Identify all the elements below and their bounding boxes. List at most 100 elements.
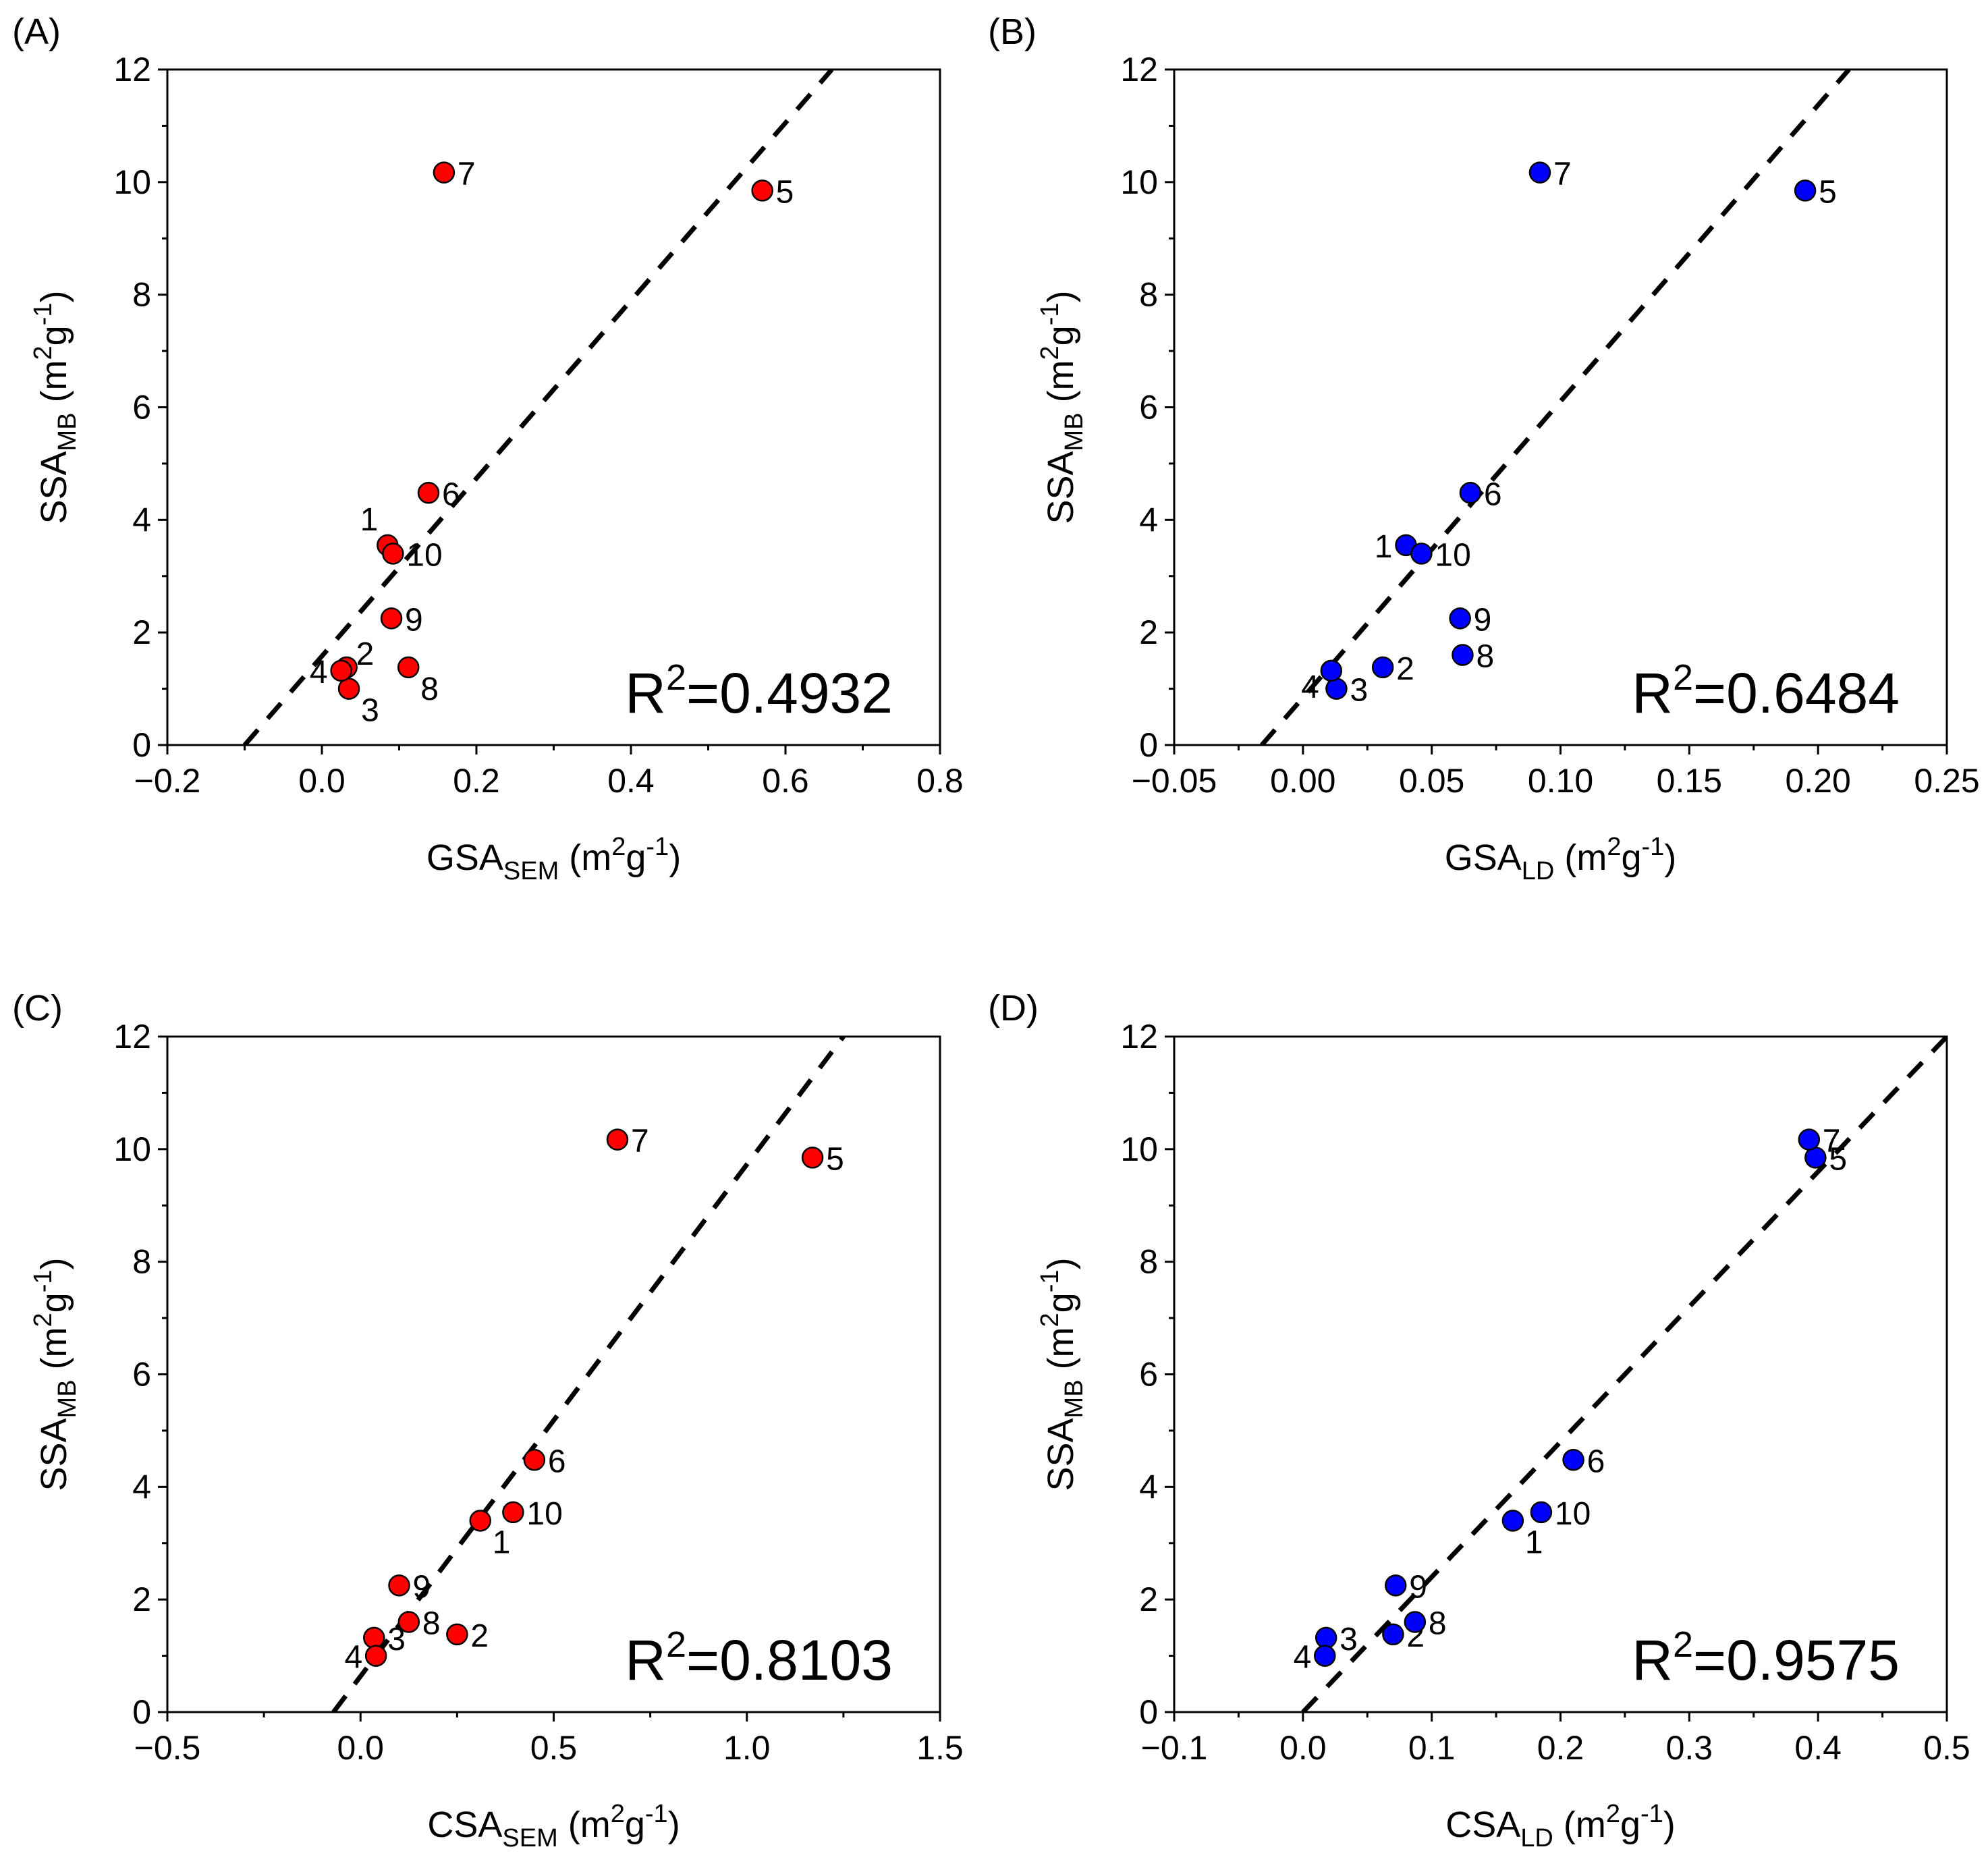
x-title-units: (m: [558, 1805, 611, 1845]
panel-b: (B) −0.05 0.00 0.05 0.10 0.15 0.20 0.25 0 2 4 6 8 10 1…: [988, 11, 1980, 885]
r2-value: =0.9575: [1693, 1628, 1900, 1692]
point-label: 2: [356, 636, 375, 672]
data-point: [1794, 180, 1817, 202]
y-title-sup: 2: [29, 1313, 57, 1327]
x-title-units: (m: [1553, 1805, 1606, 1845]
y-title-sup: 2: [29, 346, 57, 360]
data-point: [1452, 644, 1474, 666]
x-title-main: GSA: [1445, 837, 1522, 878]
r2-main: R: [625, 1628, 666, 1692]
data-point: [1449, 607, 1471, 630]
x-tick-label: 1.5: [916, 1729, 964, 1767]
x-title-close: ): [1664, 837, 1676, 878]
point-label: 5: [1829, 1141, 1847, 1177]
data-point: [1798, 1128, 1821, 1151]
y-title-main: SSA: [34, 451, 74, 524]
y-tick-label: 4: [1139, 501, 1158, 539]
y-tick-label: 10: [1120, 1130, 1158, 1168]
y-axis-title: SSAMB (m2g-1): [1036, 1258, 1088, 1491]
panel-label: (D): [988, 988, 1039, 1028]
x-tick-label: 0.5: [530, 1729, 578, 1767]
data-point: [1459, 482, 1482, 504]
r2-sup: 2: [666, 1624, 686, 1665]
point-label: 1: [1525, 1524, 1543, 1560]
data-point: [1530, 1501, 1553, 1524]
x-title-g: g: [1620, 1805, 1640, 1845]
x-tick-label: 0.8: [916, 762, 964, 800]
y-title-sub: MB: [1060, 1379, 1088, 1418]
y-title-sub: MB: [1060, 412, 1088, 451]
point-label: 10: [406, 537, 442, 573]
y-tick-label: 6: [132, 389, 151, 427]
point-label: 2: [470, 1618, 489, 1654]
point-label: 7: [631, 1124, 649, 1159]
x-title-sub: LD: [1520, 1824, 1553, 1852]
data-point: [397, 1611, 420, 1633]
point-label: 6: [1587, 1443, 1605, 1479]
data-point: [751, 180, 773, 202]
data-point: [380, 607, 403, 630]
r2-value: =0.4932: [686, 661, 893, 725]
x-tick-label: 0.0: [298, 762, 346, 800]
data-point: [337, 678, 360, 700]
x-title-sup: 2: [611, 1800, 625, 1828]
plot-frame: [1173, 1035, 1948, 1713]
y-tick-label: 2: [1139, 1580, 1158, 1618]
plot-frame: [166, 68, 941, 746]
point-label: 6: [442, 476, 460, 512]
data-point: [1562, 1449, 1584, 1471]
y-tick-label: 10: [1120, 163, 1158, 201]
point-label: 7: [458, 157, 476, 192]
y-tick-label: 8: [132, 1243, 151, 1281]
point-label: 9: [1474, 602, 1492, 638]
x-title-sup: -1: [1640, 1800, 1663, 1828]
y-title-main: SSA: [1041, 451, 1081, 524]
y-tick-label: 8: [132, 276, 151, 314]
data-point: [469, 1510, 491, 1532]
y-tick-label: 2: [1139, 613, 1158, 651]
data-point: [382, 543, 404, 565]
data-point: [446, 1623, 468, 1646]
x-title-sup: -1: [646, 833, 669, 861]
y-title-close: ): [34, 1258, 74, 1270]
x-tick-label: 0.05: [1399, 762, 1464, 800]
point-label: 8: [1476, 639, 1494, 675]
data-point: [397, 656, 420, 679]
y-axis-title: SSAMB (m2g-1): [29, 291, 82, 524]
x-title-g: g: [1621, 837, 1641, 878]
x-title-sub: SEM: [503, 857, 559, 885]
x-title-units: (m: [1554, 837, 1607, 878]
x-tick-label: 0.0: [337, 1729, 384, 1767]
y-title-sub: MB: [53, 1379, 82, 1418]
y-tick-label: 8: [1139, 1243, 1158, 1281]
r2-sup: 2: [1673, 657, 1693, 698]
x-title-close: ): [1663, 1805, 1676, 1845]
y-title-g: g: [1041, 1292, 1081, 1313]
y-title-units: (m: [34, 1327, 74, 1379]
y-tick-label: 0: [1139, 1693, 1158, 1731]
data-point: [1384, 1574, 1407, 1597]
y-tick-label: 6: [1139, 1356, 1158, 1394]
point-label: 8: [422, 1606, 441, 1642]
data-point: [1410, 543, 1433, 565]
panel-d: (D)−0.1 0.0 0.1 0.2 0.3 0.4 0.5024681012123456…: [988, 988, 1970, 1852]
point-label: 5: [776, 174, 794, 210]
y-tick-label: 2: [132, 1580, 151, 1618]
y-title-close: ): [1041, 1258, 1081, 1270]
y-tick-label: 12: [1120, 1018, 1158, 1055]
data-point: [1325, 678, 1348, 700]
y-axis-title: SSAMB (m2g-1): [1036, 291, 1088, 524]
y-title-sup: -1: [29, 302, 57, 325]
point-label: 2: [1396, 651, 1414, 687]
point-label: 9: [413, 1569, 431, 1605]
y-title-sup: -1: [1036, 302, 1064, 325]
fit-line: [1301, 1037, 1947, 1712]
x-title-sub: SEM: [502, 1824, 557, 1852]
y-title-g: g: [1041, 325, 1081, 346]
y-title-g: g: [34, 1292, 74, 1313]
data-point: [388, 1574, 410, 1597]
panel-a: (A)−0.2 0.0 0.2 0.4 0.6 0.8024681012123456789…: [12, 11, 964, 885]
point-label: 4: [1301, 669, 1319, 705]
x-tick-label: 0.20: [1786, 762, 1851, 800]
